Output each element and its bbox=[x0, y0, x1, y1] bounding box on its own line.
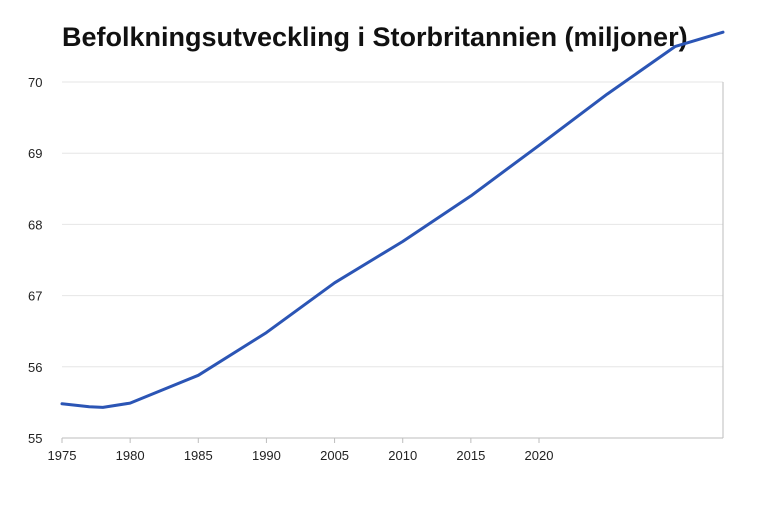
x-tick-label: 2015 bbox=[456, 448, 485, 463]
x-tick-label: 1980 bbox=[116, 448, 145, 463]
y-tick-label: 67 bbox=[28, 289, 42, 304]
y-tick-label: 70 bbox=[28, 75, 42, 90]
y-tick-label: 55 bbox=[28, 431, 42, 446]
x-tick-label: 2020 bbox=[525, 448, 554, 463]
y-tick-label: 68 bbox=[28, 217, 42, 232]
y-tick-label: 69 bbox=[28, 146, 42, 161]
x-tick-label: 1990 bbox=[252, 448, 281, 463]
x-tick-label: 2005 bbox=[320, 448, 349, 463]
series-line bbox=[60, 30, 725, 409]
y-axis-ticks: 55 56 67 68 69 70 bbox=[28, 75, 42, 446]
grid-lines bbox=[62, 81, 723, 368]
x-tick-label: 2010 bbox=[388, 448, 417, 463]
series-group bbox=[60, 30, 725, 409]
x-axis-ticks: 1975 1980 1985 1990 2005 2010 2015 2020 bbox=[48, 438, 554, 463]
x-tick-label: 1985 bbox=[184, 448, 213, 463]
y-tick-label: 56 bbox=[28, 360, 42, 375]
chart-title: Befolkningsutveckling i Storbritannien (… bbox=[62, 22, 688, 52]
x-tick-label: 1975 bbox=[48, 448, 77, 463]
